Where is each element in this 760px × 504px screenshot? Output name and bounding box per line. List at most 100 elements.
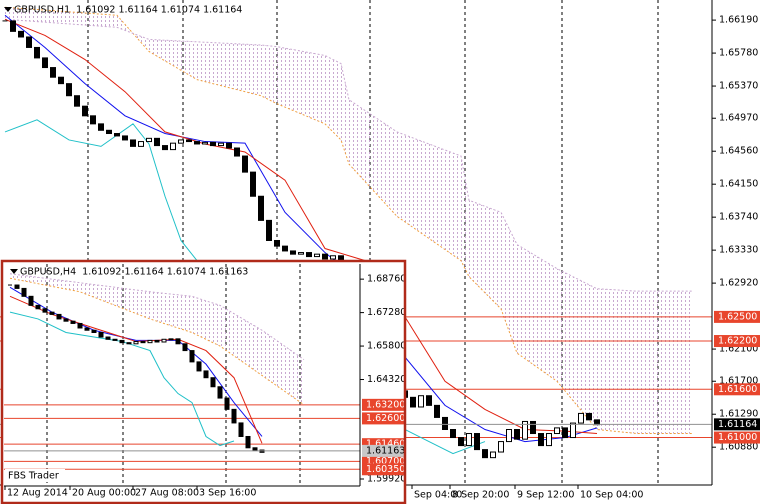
y-tick-label: 1.65370 bbox=[719, 81, 758, 92]
candle bbox=[28, 295, 34, 306]
y-tick-label: 1.62920 bbox=[719, 278, 758, 289]
candle bbox=[210, 377, 216, 388]
last-price-label: 1.61163 bbox=[366, 445, 405, 456]
candle bbox=[175, 338, 181, 345]
y-tick-label: 1.65800 bbox=[367, 341, 406, 352]
candle bbox=[245, 435, 251, 449]
candle bbox=[34, 46, 40, 59]
candle bbox=[66, 83, 72, 97]
candle bbox=[182, 343, 188, 352]
candle bbox=[274, 239, 280, 247]
y-tick-label: 1.64970 bbox=[719, 113, 758, 124]
y-tick-label: 1.66190 bbox=[719, 15, 758, 26]
level-label: 1.62600 bbox=[366, 413, 405, 424]
last-price-label: 1.61164 bbox=[718, 419, 757, 430]
y-tick-label: 1.61700 bbox=[719, 376, 758, 387]
candle bbox=[106, 129, 112, 135]
candle bbox=[224, 397, 230, 410]
title-icon bbox=[4, 7, 12, 12]
candle bbox=[418, 395, 424, 408]
candle bbox=[133, 341, 139, 345]
level-label: 1.61600 bbox=[718, 384, 757, 395]
y-tick-label: 1.62100 bbox=[719, 344, 758, 355]
candle bbox=[56, 313, 62, 320]
candle bbox=[314, 253, 320, 258]
candle bbox=[114, 133, 120, 137]
chart-panel: 1.68760 1.67280 1.65800 1.64320 1.59920 1.632… bbox=[0, 259, 406, 504]
cloud-span bbox=[9, 273, 305, 361]
candle bbox=[210, 141, 216, 147]
candle bbox=[26, 36, 32, 48]
candle bbox=[146, 137, 152, 143]
candle bbox=[98, 123, 104, 131]
level-label: 1.62200 bbox=[718, 336, 757, 347]
candle bbox=[506, 429, 512, 443]
candle bbox=[410, 396, 416, 408]
y-tick-label: 1.64150 bbox=[719, 179, 758, 190]
x-tick-label: 10 Sep 04:00 bbox=[580, 490, 643, 501]
title-icon bbox=[10, 269, 18, 274]
candle bbox=[203, 370, 209, 379]
x-tick-label: 20 Aug 00:00 bbox=[72, 488, 136, 499]
candle bbox=[546, 433, 552, 447]
y-tick-label: 1.64320 bbox=[367, 374, 406, 385]
candle bbox=[170, 142, 176, 151]
x-tick-label: 9 Sep 12:00 bbox=[517, 490, 574, 501]
candle bbox=[242, 155, 248, 173]
candle bbox=[194, 141, 200, 145]
candle bbox=[322, 253, 328, 260]
candle bbox=[154, 339, 160, 343]
candle bbox=[189, 350, 195, 363]
x-tick-label: 12 Aug 2014 bbox=[7, 488, 68, 499]
candle bbox=[266, 219, 272, 241]
candle bbox=[161, 338, 167, 343]
y-tick-label: 1.63330 bbox=[719, 245, 758, 256]
candle bbox=[498, 441, 504, 453]
candle bbox=[63, 318, 69, 322]
level-label-bg bbox=[362, 463, 404, 476]
candle bbox=[490, 451, 496, 459]
candle bbox=[126, 342, 132, 345]
candle bbox=[35, 304, 41, 310]
candle bbox=[154, 137, 160, 147]
candle bbox=[140, 341, 146, 344]
y-tick-label: 1.68760 bbox=[367, 274, 406, 285]
cloud-fill bbox=[5, 7, 693, 434]
candle bbox=[77, 322, 83, 329]
inset-background bbox=[2, 261, 405, 503]
level-label-bg bbox=[362, 398, 404, 411]
candle bbox=[258, 195, 264, 221]
candle bbox=[90, 115, 96, 125]
y-tick-label: 1.63740 bbox=[719, 212, 758, 223]
candle bbox=[482, 449, 488, 459]
cloud-span bbox=[4, 18, 693, 292]
candle bbox=[217, 386, 223, 399]
candle bbox=[562, 427, 568, 439]
level-label: 1.63200 bbox=[366, 399, 405, 410]
candle bbox=[426, 395, 432, 406]
footer-label: FBS Trader bbox=[8, 471, 59, 482]
indicator-line bbox=[4, 14, 598, 443]
candle bbox=[168, 338, 174, 341]
candle bbox=[298, 252, 304, 255]
last-price-label-bg bbox=[714, 418, 760, 431]
candle bbox=[570, 422, 576, 439]
candle bbox=[98, 331, 104, 338]
candle bbox=[10, 20, 16, 32]
candle bbox=[49, 311, 55, 315]
candle bbox=[466, 433, 472, 447]
candle bbox=[119, 339, 125, 344]
level-label-bg bbox=[714, 383, 760, 396]
level-label: 1.60350 bbox=[366, 464, 405, 475]
candle bbox=[50, 67, 56, 78]
candle bbox=[234, 147, 240, 157]
level-label-bg bbox=[714, 431, 760, 444]
candle bbox=[252, 447, 258, 451]
x-tick-label: 3 Sep 16:00 bbox=[199, 488, 256, 499]
candle bbox=[84, 327, 90, 331]
level-label-bg bbox=[714, 335, 760, 348]
x-tick-label: Sep 04:00 bbox=[414, 490, 462, 501]
candle bbox=[514, 429, 520, 440]
footer-bg bbox=[5, 469, 65, 482]
